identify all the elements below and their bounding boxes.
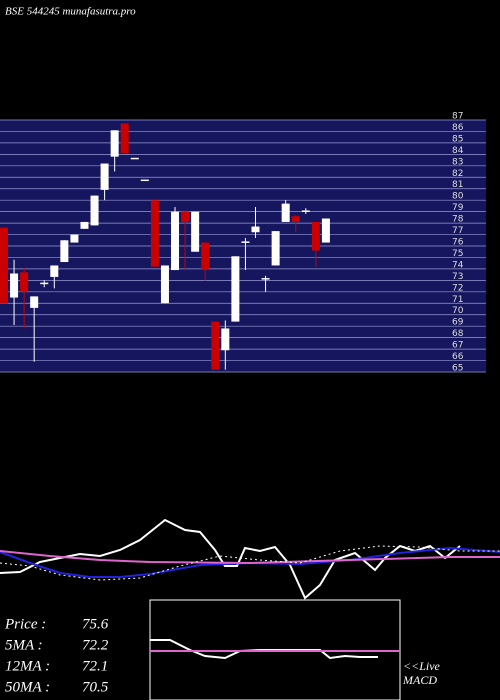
candle-body <box>191 211 200 252</box>
y-tick-label: 70 <box>452 306 464 316</box>
stat-label: 12MA : <box>5 658 50 674</box>
candle-body <box>140 179 149 182</box>
candle-body <box>150 200 159 267</box>
y-tick-label: 80 <box>452 192 464 202</box>
candle-body <box>171 211 180 271</box>
y-tick-label: 71 <box>452 295 463 305</box>
candle-body <box>160 265 169 304</box>
candle-body <box>211 321 220 370</box>
candle-body <box>60 240 69 263</box>
y-tick-label: 65 <box>452 364 463 374</box>
candle-body <box>20 272 29 292</box>
candle-body <box>241 241 250 243</box>
candle-body <box>70 234 79 243</box>
candle-body <box>50 265 59 277</box>
y-tick-label: 69 <box>452 318 464 328</box>
y-tick-label: 74 <box>452 260 464 270</box>
y-tick-label: 75 <box>452 249 463 259</box>
y-tick-label: 76 <box>452 238 464 248</box>
candle-body <box>130 157 139 160</box>
indicator-line <box>0 546 500 578</box>
candle-body <box>291 216 300 222</box>
stat-label: 5MA : <box>5 637 43 653</box>
candle-body <box>30 296 39 308</box>
candle-body <box>10 273 19 298</box>
y-tick-label: 84 <box>452 146 464 156</box>
y-tick-label: 73 <box>452 272 463 282</box>
y-tick-label: 85 <box>452 134 463 144</box>
y-tick-label: 79 <box>452 203 464 213</box>
y-tick-label: 86 <box>452 123 464 133</box>
stat-value: 72.2 <box>82 637 109 653</box>
candle-body <box>261 278 270 280</box>
annotation: MACD <box>402 673 437 687</box>
stat-value: 70.5 <box>82 679 109 695</box>
candle-body <box>201 242 210 271</box>
candle-body <box>181 211 190 222</box>
candle-body <box>80 221 89 229</box>
candle-body <box>301 210 310 212</box>
candle-body <box>231 256 240 322</box>
chart-title: BSE 544245 munafasutra.pro <box>5 6 136 18</box>
y-tick-label: 83 <box>452 157 463 167</box>
candle-body <box>0 227 8 304</box>
candle-body <box>120 123 129 154</box>
candle-body <box>251 226 260 233</box>
annotation: <<Live <box>403 659 441 673</box>
candle-body <box>40 282 49 285</box>
y-tick-label: 66 <box>452 352 464 362</box>
stat-value: 72.1 <box>82 658 108 674</box>
y-tick-label: 77 <box>452 226 463 236</box>
indicator-line <box>0 545 500 581</box>
candle-body <box>90 195 99 226</box>
y-tick-label: 72 <box>452 283 463 293</box>
candle-body <box>100 163 109 190</box>
candle-body <box>271 231 280 266</box>
candle-body <box>110 130 119 157</box>
stat-value: 75.6 <box>82 616 109 632</box>
indicator-line <box>0 550 500 565</box>
stat-label: 50MA : <box>5 679 50 695</box>
y-tick-label: 82 <box>452 169 463 179</box>
y-tick-label: 68 <box>452 329 464 339</box>
y-tick-label: 81 <box>452 180 463 190</box>
y-tick-label: 67 <box>452 341 463 351</box>
stat-label: Price : <box>4 616 46 632</box>
y-tick-label: 87 <box>452 112 463 122</box>
candle-body <box>221 328 230 351</box>
candle-body <box>281 203 290 222</box>
candle-body <box>321 218 330 243</box>
candle-body <box>311 221 320 251</box>
y-tick-label: 78 <box>452 215 464 225</box>
